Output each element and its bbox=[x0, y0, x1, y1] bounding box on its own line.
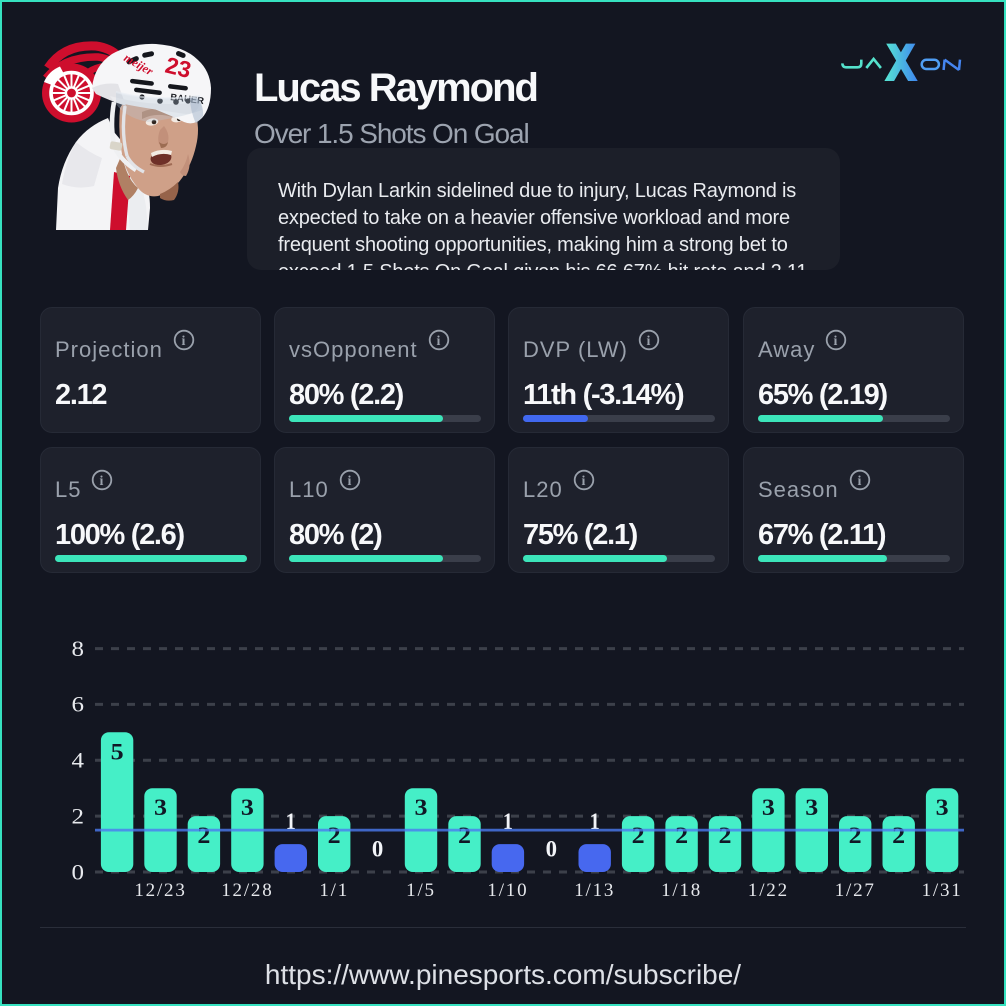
svg-text:3: 3 bbox=[936, 795, 949, 821]
svg-text:3: 3 bbox=[415, 795, 428, 821]
svg-text:2: 2 bbox=[849, 823, 862, 849]
svg-text:3: 3 bbox=[154, 795, 167, 821]
svg-text:5: 5 bbox=[111, 739, 124, 765]
svg-text:2: 2 bbox=[72, 803, 85, 828]
svg-text:i: i bbox=[647, 334, 652, 349]
svg-text:1/5: 1/5 bbox=[406, 880, 436, 901]
svg-text:1/31: 1/31 bbox=[922, 880, 963, 901]
svg-text:0: 0 bbox=[72, 859, 85, 884]
svg-text:0: 0 bbox=[546, 837, 557, 863]
svg-text:2: 2 bbox=[892, 823, 905, 849]
svg-text:i: i bbox=[436, 334, 441, 349]
svg-text:4: 4 bbox=[72, 748, 85, 773]
svg-text:2: 2 bbox=[458, 823, 471, 849]
svg-text:i: i bbox=[857, 474, 862, 489]
svg-text:2: 2 bbox=[675, 823, 688, 849]
svg-text:1/1: 1/1 bbox=[319, 880, 349, 901]
svg-text:2: 2 bbox=[719, 823, 732, 849]
svg-text:1: 1 bbox=[503, 809, 513, 835]
svg-text:3: 3 bbox=[762, 795, 775, 821]
svg-text:1/10: 1/10 bbox=[487, 880, 528, 901]
svg-text:3: 3 bbox=[241, 795, 254, 821]
svg-text:12/28: 12/28 bbox=[221, 880, 273, 901]
svg-text:i: i bbox=[347, 474, 352, 489]
svg-text:i: i bbox=[834, 334, 839, 349]
svg-text:0: 0 bbox=[372, 837, 383, 863]
svg-text:1/13: 1/13 bbox=[574, 880, 615, 901]
svg-text:1/22: 1/22 bbox=[748, 880, 789, 901]
svg-text:1: 1 bbox=[590, 809, 600, 835]
svg-text:8: 8 bbox=[72, 636, 85, 661]
svg-text:i: i bbox=[100, 474, 105, 489]
svg-text:i: i bbox=[581, 474, 586, 489]
svg-text:1/27: 1/27 bbox=[835, 880, 876, 901]
svg-text:3: 3 bbox=[805, 795, 818, 821]
svg-text:i: i bbox=[181, 334, 186, 349]
svg-text:1/18: 1/18 bbox=[661, 880, 702, 901]
svg-text:23: 23 bbox=[163, 52, 194, 83]
svg-text:2: 2 bbox=[328, 823, 341, 849]
svg-text:2: 2 bbox=[632, 823, 645, 849]
svg-text:6: 6 bbox=[72, 692, 85, 717]
svg-text:12/23: 12/23 bbox=[134, 880, 186, 901]
svg-text:2: 2 bbox=[197, 823, 210, 849]
svg-text:1: 1 bbox=[286, 809, 296, 835]
